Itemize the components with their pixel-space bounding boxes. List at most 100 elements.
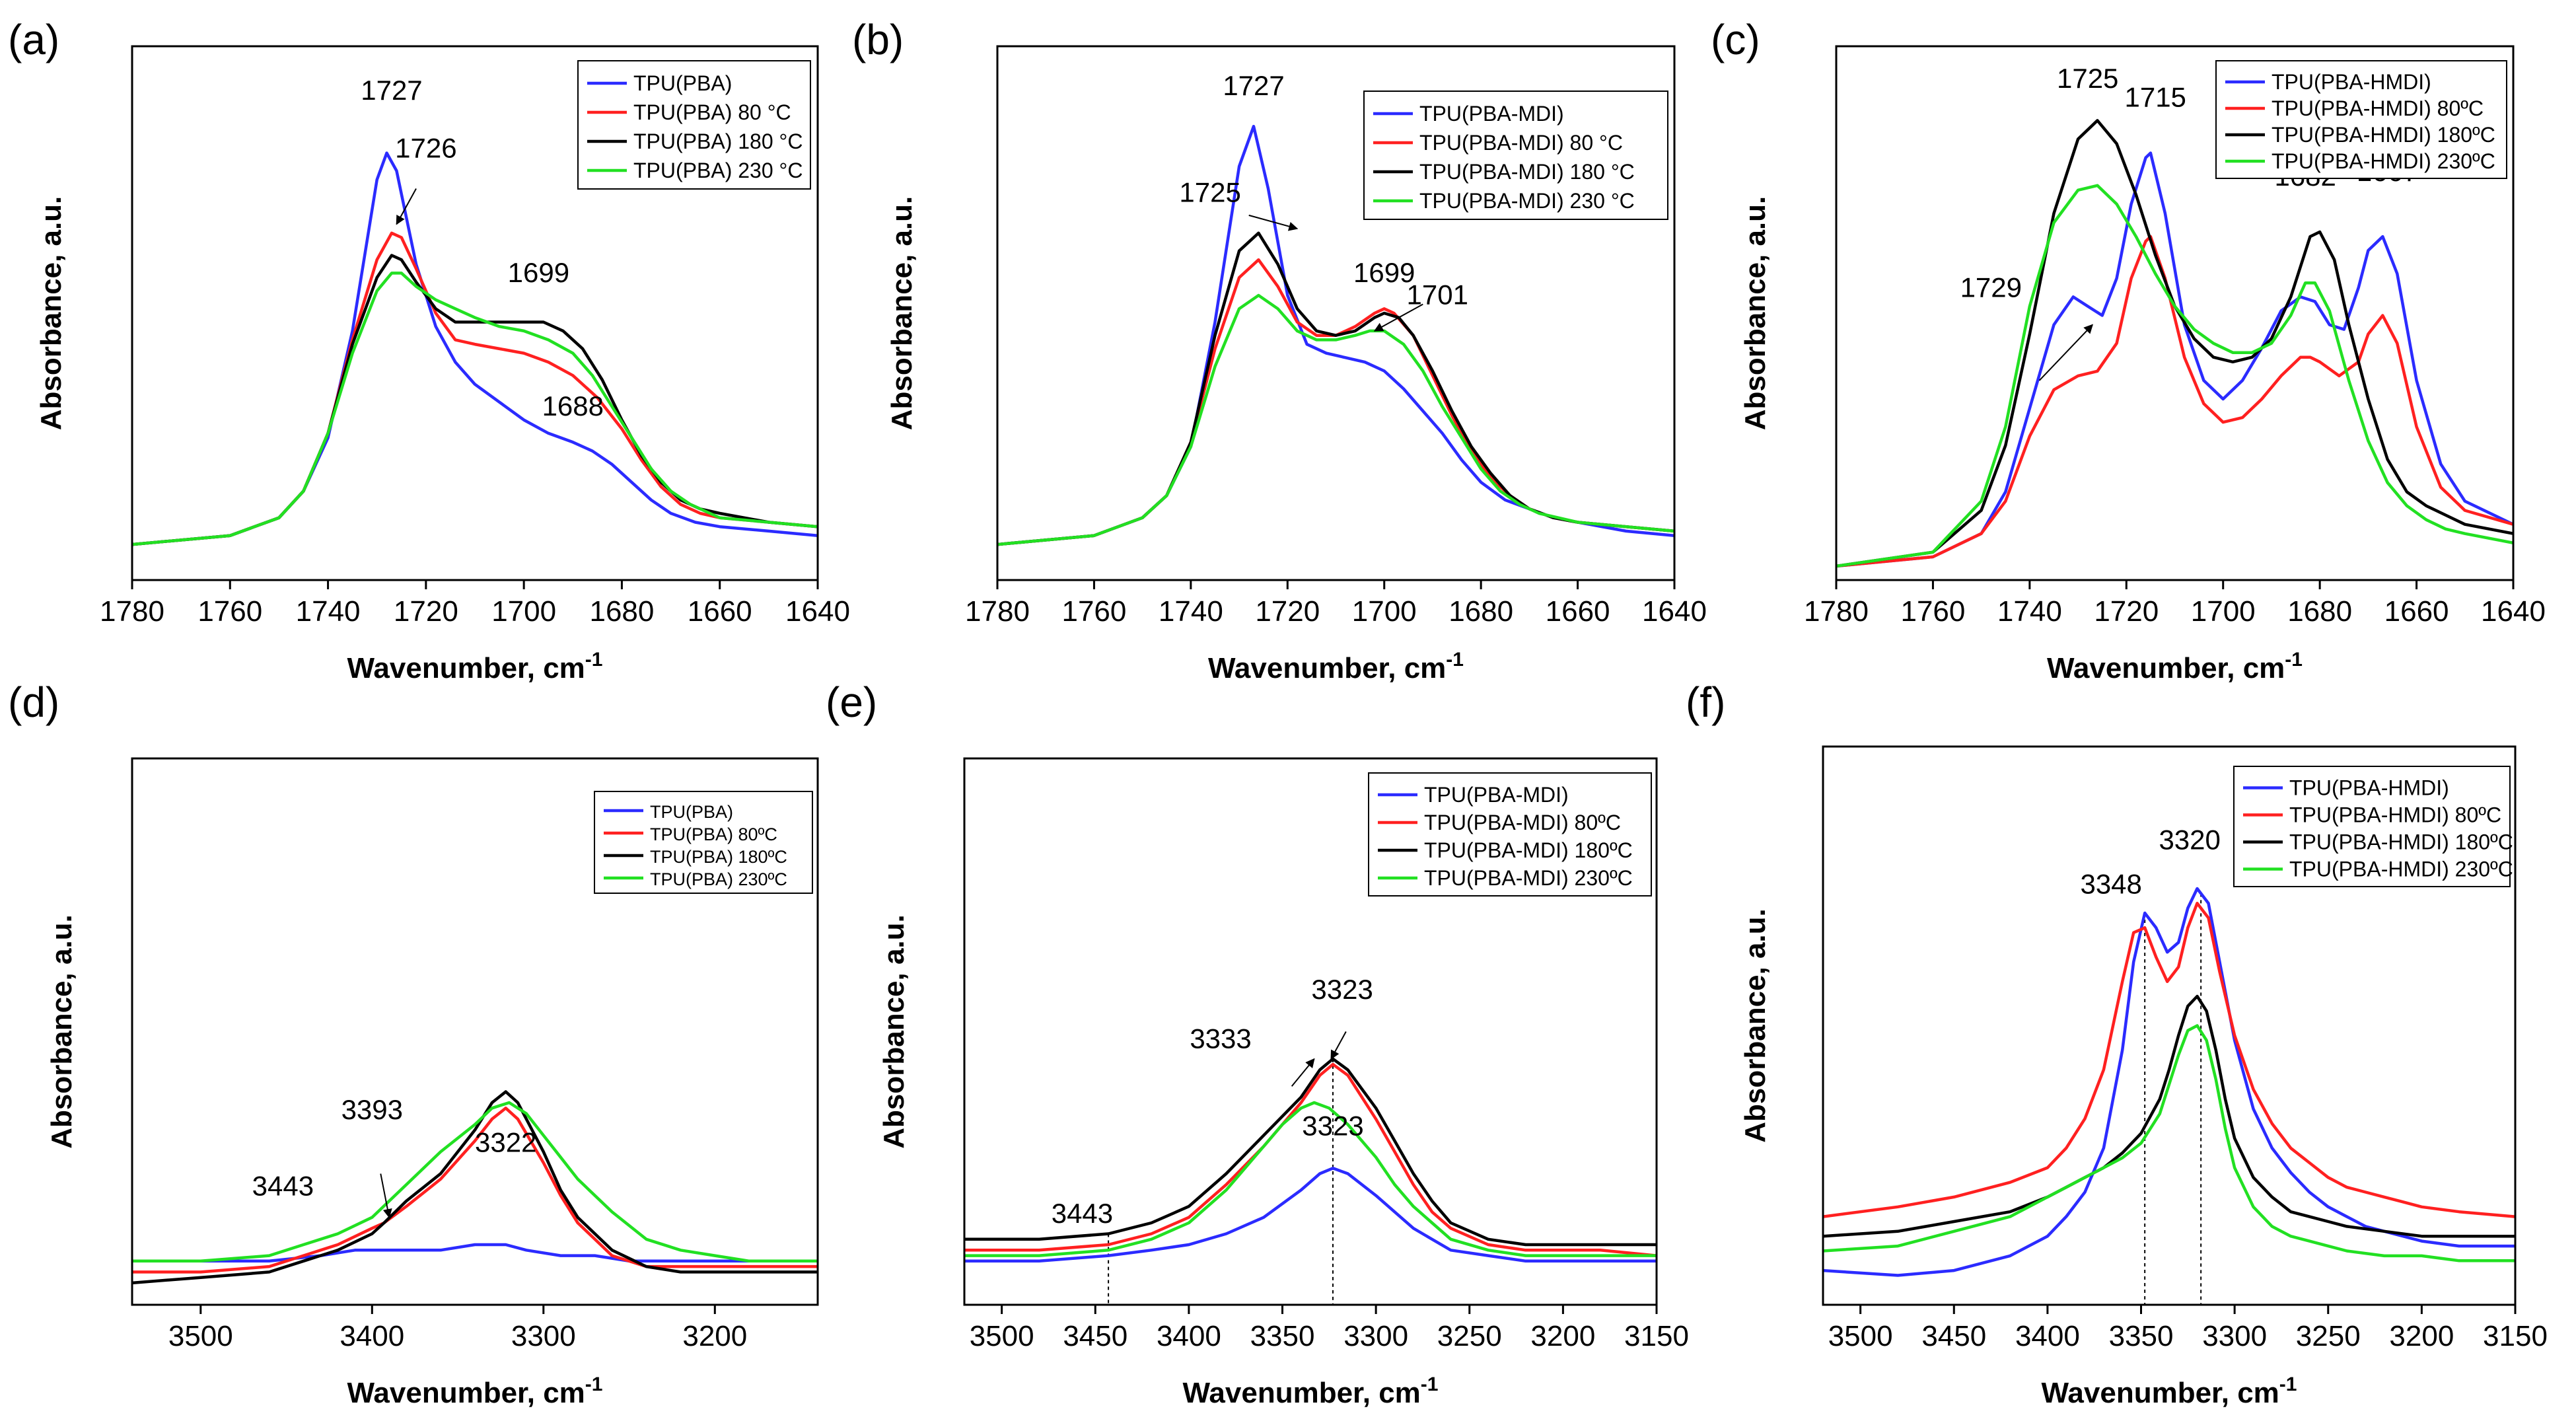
series-group	[997, 124, 1674, 546]
legend-label: TPU(PBA)	[650, 802, 733, 822]
series-group	[132, 1090, 818, 1285]
series-line-4	[1836, 184, 2513, 568]
series-line-2	[997, 258, 1674, 546]
annotation-arrow	[1291, 1058, 1315, 1087]
legend-label: TPU(PBA-MDI) 180 °C	[1419, 160, 1635, 184]
x-tick-label: 1700	[1352, 595, 1417, 628]
panel-label: (a)	[8, 16, 59, 63]
legend-label: TPU(PBA-HMDI) 230ºC	[2272, 149, 2495, 173]
legend-label: TPU(PBA-HMDI) 180ºC	[2272, 123, 2495, 147]
series-line-2	[1823, 901, 2515, 1218]
x-tick-label: 1720	[1255, 595, 1320, 628]
x-axis-title: Wavenumber, cm-1	[2042, 1373, 2297, 1409]
legend-label: TPU(PBA) 230 °C	[633, 159, 803, 182]
x-tick-label: 1740	[296, 595, 361, 628]
x-tick-label: 1700	[2191, 595, 2256, 628]
legend-box	[594, 791, 813, 894]
x-tick-label: 1780	[965, 595, 1030, 628]
plot-frame	[131, 45, 819, 581]
series-line-3	[997, 231, 1674, 546]
panel-label: (c)	[1711, 16, 1760, 63]
series-line-1	[132, 151, 818, 546]
peak-label: 3393	[341, 1094, 403, 1125]
legend-label: TPU(PBA-HMDI)	[2272, 70, 2431, 94]
x-tick-label: 1720	[2094, 595, 2159, 628]
x-tick-label: 3350	[2109, 1320, 2174, 1352]
x-tick-label: 1680	[2287, 595, 2352, 628]
annotation-arrow	[1330, 1031, 1347, 1060]
x-axis-title-superscript: -1	[585, 1373, 603, 1395]
legend-box	[1363, 91, 1668, 220]
x-tick-label: 3400	[1157, 1320, 1221, 1352]
y-axis-title: Absorbance, a.u.	[46, 914, 78, 1149]
y-axis-title: Absorbance, a.u.	[886, 196, 918, 431]
series-line-4	[997, 293, 1674, 546]
series-line-1	[1823, 887, 2515, 1277]
legend-label: TPU(PBA)	[633, 71, 732, 95]
series-line-1	[1836, 151, 2513, 568]
series-line-4	[964, 1101, 1657, 1257]
y-axis-title: Absorbance, a.u.	[878, 914, 910, 1149]
x-tick-label: 1640	[785, 595, 850, 628]
x-tick-label: 3350	[1250, 1320, 1315, 1352]
series-line-3	[1823, 994, 2515, 1238]
legend-label: TPU(PBA-HMDI)	[2289, 776, 2449, 800]
x-tick-label: 3200	[1530, 1320, 1595, 1352]
series-line-4	[132, 1101, 818, 1263]
x-axis-title: Wavenumber, cm-1	[2047, 649, 2303, 684]
series-line-4	[1823, 1024, 2515, 1262]
peak-label: 3443	[252, 1171, 314, 1202]
legend-box	[2215, 60, 2507, 179]
legend-label: TPU(PBA) 80ºC	[650, 824, 777, 844]
legend-label: TPU(PBA-MDI) 80 °C	[1419, 131, 1623, 155]
series-line-2	[132, 231, 818, 546]
x-tick-label: 3200	[682, 1320, 747, 1352]
plot-frame	[131, 757, 819, 1306]
chart-panel-e: (e) 3500 3450 3400 3350 3300 3250 3200 3150 Waven…	[826, 678, 1689, 1409]
annotation-arrow	[380, 1173, 392, 1219]
annotation-arrow	[1373, 303, 1423, 332]
peak-label: 1701	[1407, 279, 1468, 311]
x-tick-label: 3250	[2296, 1320, 2361, 1352]
x-tick-label: 1740	[1159, 595, 1223, 628]
peak-label: 1727	[361, 75, 422, 106]
chart-panel-f: (f) 3500 3450 3400 3350 3300 3250 3200 3150 Waven…	[1686, 678, 2548, 1409]
legend-label: TPU(PBA) 230ºC	[650, 869, 787, 889]
x-tick-label: 3200	[2389, 1320, 2454, 1352]
x-tick-label: 1700	[491, 595, 556, 628]
legend-label: TPU(PBA-MDI)	[1419, 102, 1564, 126]
x-tick-label: 1660	[1546, 595, 1610, 628]
x-axis-title-superscript: -1	[2279, 1373, 2297, 1395]
x-tick-label: 1760	[197, 595, 262, 628]
x-axis-title: Wavenumber, cm-1	[347, 1373, 603, 1409]
peak-label: 1699	[1353, 257, 1415, 288]
series-line-1	[132, 1243, 818, 1263]
legend-label: TPU(PBA) 180 °C	[633, 129, 803, 153]
peak-label: 1725	[2057, 63, 2118, 94]
x-tick-label: 3400	[340, 1320, 404, 1352]
series-group	[1823, 887, 2515, 1277]
peak-label: 3322	[475, 1126, 536, 1157]
x-tick-label: 3450	[1921, 1320, 1986, 1352]
series-line-3	[1836, 119, 2513, 568]
x-tick-label: 1760	[1061, 595, 1126, 628]
series-line-2	[132, 1107, 818, 1274]
x-tick-label: 1720	[394, 595, 458, 628]
x-axis-title-superscript: -1	[1421, 1373, 1439, 1395]
x-tick-label: 1640	[2481, 595, 2546, 628]
legend-label: TPU(PBA-HMDI) 80ºC	[2289, 803, 2501, 827]
legend-label: TPU(PBA-MDI) 230 °C	[1419, 189, 1635, 213]
legend-label: TPU(PBA) 180ºC	[650, 847, 787, 867]
x-axis-title-superscript: -1	[2285, 649, 2303, 671]
legend: TPU(PBA-MDI) TPU(PBA-MDI) 80 °C TPU(PBA-MD…	[1363, 91, 1668, 220]
annotation-arrow	[396, 188, 417, 225]
legend: TPU(PBA-MDI) TPU(PBA-MDI) 80ºC TPU(PBA-MDI…	[1368, 772, 1652, 896]
peak-label: 3323	[1302, 1111, 1363, 1142]
peak-label: 1715	[2124, 81, 2186, 112]
x-tick-label: 1760	[1900, 595, 1965, 628]
y-axis-title: Absorbance, a.u.	[35, 196, 67, 431]
x-tick-label: 3150	[2483, 1320, 2548, 1352]
x-tick-label: 1660	[2384, 595, 2449, 628]
peak-label: 1727	[1223, 70, 1284, 101]
